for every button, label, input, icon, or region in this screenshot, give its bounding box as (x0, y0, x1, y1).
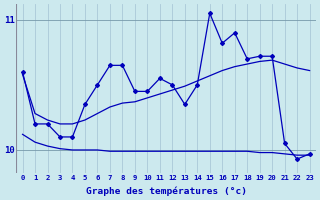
X-axis label: Graphe des températures (°c): Graphe des températures (°c) (85, 186, 247, 196)
